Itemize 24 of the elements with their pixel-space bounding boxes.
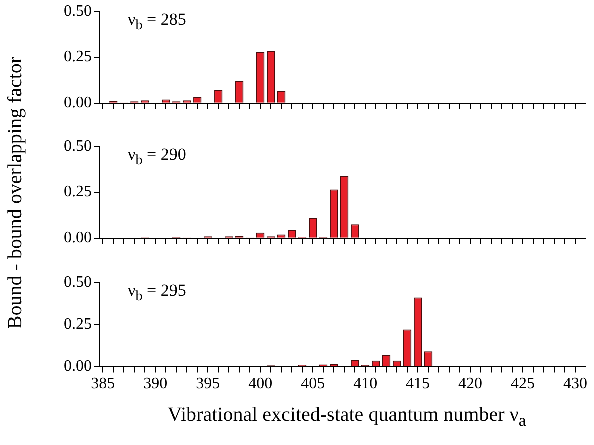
x-tick-label: 405 [301, 376, 326, 393]
y-tick-label: 0.00 [64, 230, 92, 247]
x-tick-label: 390 [144, 376, 168, 393]
x-tick-label: 400 [248, 376, 273, 393]
annotation: ν$_{b}$ = 285 [128, 10, 186, 34]
y-tick-label: 0.00 [64, 94, 92, 112]
x-tick-label: 420 [458, 376, 483, 393]
y-tick-label: 0.25 [64, 48, 92, 66]
x-tick-label: 385 [91, 376, 116, 393]
annotation: ν$_{b}$ = 295 [128, 281, 186, 306]
y-tick-label: 0.00 [64, 358, 92, 376]
annotation: ν$_{b}$ = 290 [128, 145, 186, 170]
y-tick-label: 0.25 [64, 184, 92, 201]
y-tick-label: 0.50 [64, 138, 92, 155]
x-tick-label: 415 [406, 376, 430, 393]
x-axis-title: Vibrational excited-state quantum number ν$_{a}$ [166, 404, 528, 431]
x-tick-label: 410 [354, 376, 378, 393]
y-axis-title: Bound - bound overlapping factor [4, 56, 28, 329]
y-tick-label: 0.50 [64, 274, 92, 291]
y-tick-label: 0.50 [64, 2, 92, 20]
x-tick-label: 425 [511, 376, 536, 393]
y-tick-label: 0.25 [64, 316, 92, 333]
x-tick-label: 395 [196, 376, 220, 393]
x-tick-label: 430 [564, 376, 588, 393]
